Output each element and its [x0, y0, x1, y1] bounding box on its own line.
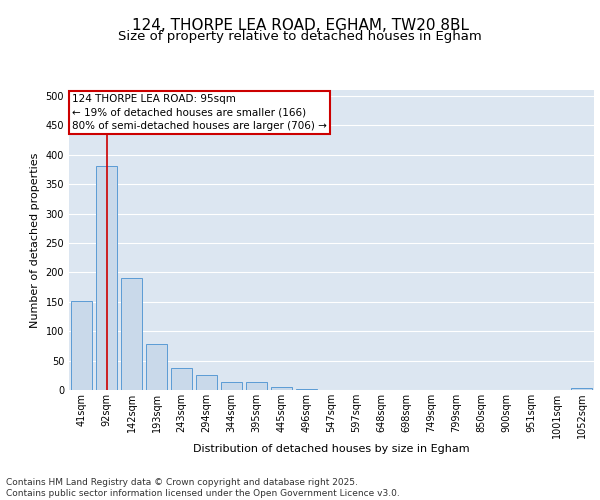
- Text: 124 THORPE LEA ROAD: 95sqm
← 19% of detached houses are smaller (166)
80% of sem: 124 THORPE LEA ROAD: 95sqm ← 19% of deta…: [71, 94, 326, 131]
- X-axis label: Distribution of detached houses by size in Egham: Distribution of detached houses by size …: [193, 444, 470, 454]
- Bar: [146, 344, 167, 390]
- Bar: [221, 382, 242, 390]
- Bar: [246, 382, 267, 390]
- Bar: [121, 278, 142, 390]
- Text: 124, THORPE LEA ROAD, EGHAM, TW20 8BL: 124, THORPE LEA ROAD, EGHAM, TW20 8BL: [131, 18, 469, 32]
- Y-axis label: Number of detached properties: Number of detached properties: [30, 152, 40, 328]
- Bar: [571, 388, 592, 390]
- Text: Contains HM Land Registry data © Crown copyright and database right 2025.
Contai: Contains HM Land Registry data © Crown c…: [6, 478, 400, 498]
- Bar: [71, 300, 92, 390]
- Bar: [171, 368, 192, 390]
- Bar: [196, 376, 217, 390]
- Text: Size of property relative to detached houses in Egham: Size of property relative to detached ho…: [118, 30, 482, 43]
- Bar: [96, 166, 117, 390]
- Bar: [271, 387, 292, 390]
